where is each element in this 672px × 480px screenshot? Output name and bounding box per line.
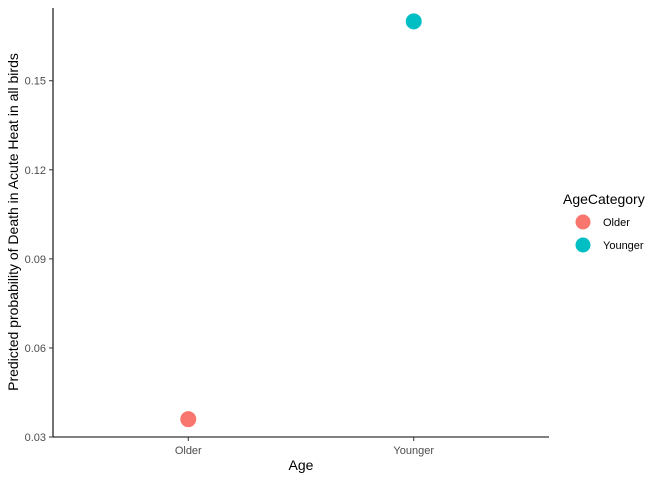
data-point-older xyxy=(180,411,197,428)
x-axis-title: Age xyxy=(289,457,314,473)
legend-items: Older Younger xyxy=(575,214,644,253)
legend-key-older xyxy=(575,214,591,230)
data-point-younger xyxy=(405,13,422,30)
legend-label-younger: Younger xyxy=(603,240,644,252)
legend-title: AgeCategory xyxy=(563,191,645,207)
y-ticks: 0.03 0.06 0.09 0.12 0.15 xyxy=(25,76,53,444)
y-tick-label: 0.15 xyxy=(25,76,46,88)
legend-label-older: Older xyxy=(603,217,630,229)
points-layer xyxy=(180,13,422,428)
y-tick-label: 0.12 xyxy=(25,165,46,177)
legend: AgeCategory Older Younger xyxy=(563,191,645,253)
y-tick-label: 0.03 xyxy=(25,432,46,444)
x-ticks: Older Younger xyxy=(175,437,434,457)
y-axis-title: Predicted probability of Death in Acute … xyxy=(5,53,21,391)
x-tick-label: Older xyxy=(175,445,202,457)
legend-key-younger xyxy=(575,237,591,253)
x-tick-label: Younger xyxy=(393,445,434,457)
y-tick-label: 0.09 xyxy=(25,254,46,266)
y-tick-label: 0.06 xyxy=(25,343,46,355)
plot-panel: 0.03 0.06 0.09 0.12 0.15 Older Younger xyxy=(25,8,549,457)
